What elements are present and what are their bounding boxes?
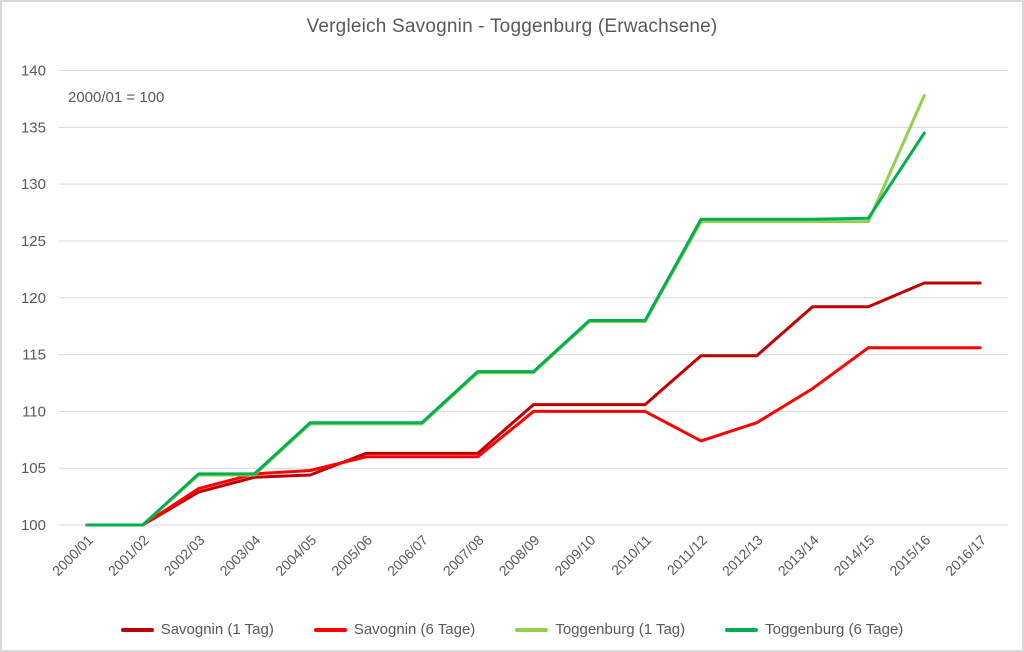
series-line-savognin-6-tage <box>85 346 982 527</box>
legend-swatch-toggenburg-1-tag <box>515 627 549 632</box>
chart-annotation: 2000/01 = 100 <box>68 89 165 106</box>
legend-item-toggenburg-1-tag: Toggenburg (1 Tag) <box>515 621 685 638</box>
x-tick-label: 2002/03 <box>161 532 208 579</box>
y-tick-label: 140 <box>21 63 46 80</box>
y-tick-label: 135 <box>21 119 46 136</box>
x-tick-label: 2005/06 <box>328 532 375 579</box>
x-tick-label: 2007/08 <box>440 532 487 579</box>
legend-swatch-toggenburg-6-tage <box>725 627 759 632</box>
legend-label-toggenburg-1-tag: Toggenburg (1 Tag) <box>555 621 686 638</box>
legend-item-savognin-6-tage: Savognin (6 Tage) <box>313 621 476 638</box>
y-tick-label: 100 <box>21 517 46 534</box>
x-tick-label: 2015/16 <box>886 532 933 579</box>
x-tick-label: 2006/07 <box>384 532 431 579</box>
legend-item-savognin-1-tag: Savognin (1 Tag) <box>120 621 274 638</box>
x-tick-label: 2008/09 <box>496 532 543 579</box>
y-tick-label: 115 <box>22 347 46 364</box>
x-tick-label: 2013/14 <box>775 532 822 579</box>
series-line-toggenburg-6-tage <box>85 131 926 527</box>
y-tick-label: 105 <box>21 460 46 477</box>
y-tick-label: 130 <box>21 176 46 193</box>
legend-swatch-savognin-1-tag <box>120 627 154 632</box>
x-tick-label: 2009/10 <box>551 532 598 579</box>
legend-item-toggenburg-6-tage: Toggenburg (6 Tage) <box>725 621 903 638</box>
chart-title: Vergleich Savognin - Toggenburg (Erwachs… <box>306 16 718 37</box>
x-tick-label: 2004/05 <box>272 532 319 579</box>
legend-label-toggenburg-6-tage: Toggenburg (6 Tage) <box>765 621 904 638</box>
chart-legend: Savognin (1 Tag) Savognin (6 Tage) Toggenb… <box>2 621 1022 638</box>
y-tick-label: 110 <box>22 403 46 420</box>
x-tick-label: 2012/13 <box>719 532 766 579</box>
y-tick-label: 120 <box>21 290 46 307</box>
x-tick-label: 2016/17 <box>942 532 989 579</box>
legend-label-savognin-1-tag: Savognin (1 Tag) <box>160 621 274 638</box>
x-tick-label: 2010/11 <box>608 532 655 579</box>
series-line-toggenburg-1-tag <box>85 94 926 527</box>
x-tick-label: 2003/04 <box>216 532 263 579</box>
series-line-savognin-1-tag <box>85 281 982 527</box>
x-tick-label: 2000/01 <box>49 532 96 579</box>
y-tick-label: 125 <box>21 233 46 250</box>
x-tick-label: 2001/02 <box>105 532 152 579</box>
legend-label-savognin-6-tage: Savognin (6 Tage) <box>353 621 476 638</box>
x-tick-label: 2011/12 <box>664 532 711 579</box>
legend-swatch-savognin-6-tage <box>313 627 347 632</box>
x-tick-label: 2014/15 <box>830 532 877 579</box>
